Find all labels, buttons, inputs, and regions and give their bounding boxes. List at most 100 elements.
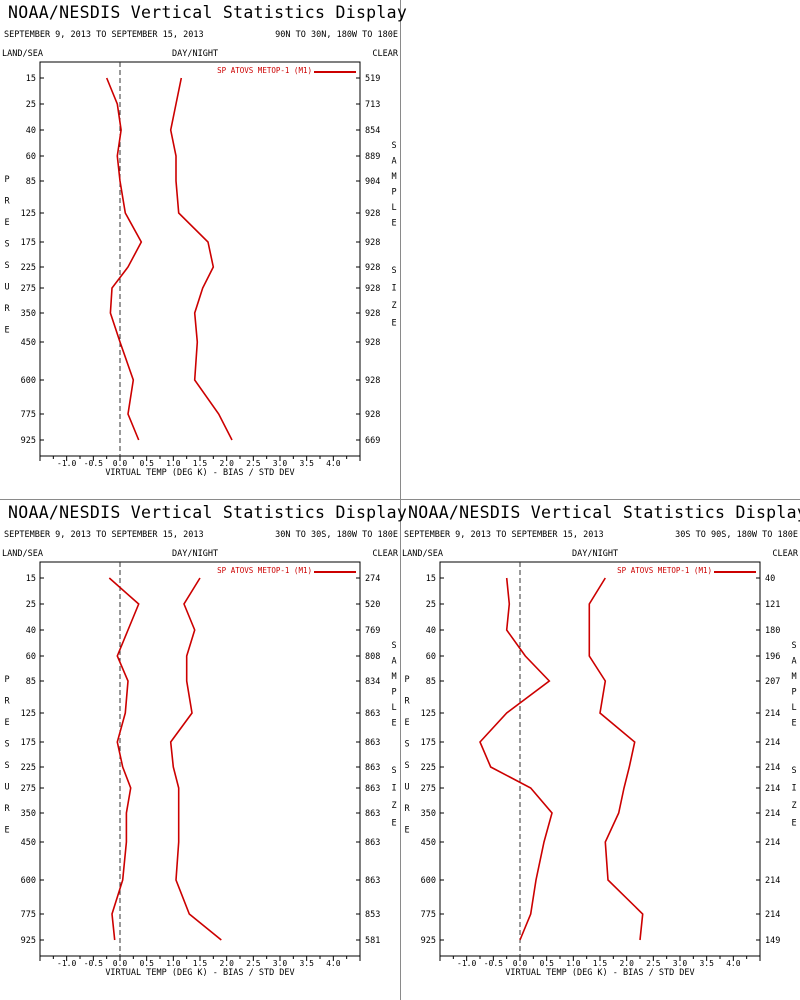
legend-label: SP ATOVS METOP-1 (M1) (617, 566, 712, 575)
right-axis-label-letter: M (391, 672, 396, 682)
pressure-tick-label: 225 (421, 763, 436, 773)
x-axis-label: VIRTUAL TEMP (DEG K) - BIAS / STD DEV (105, 468, 294, 478)
pressure-tick-label: 775 (21, 410, 36, 420)
x-tick-label: 4.0 (726, 959, 741, 968)
sample-size-label: 854 (365, 126, 380, 136)
x-tick-label: 3.0 (273, 959, 288, 968)
x-tick-label: 1.0 (166, 959, 181, 968)
pressure-tick-label: 85 (26, 177, 36, 187)
right-axis-label-letter: Z (391, 801, 396, 811)
sample-size-label: 863 (365, 838, 380, 848)
sample-size-label: 928 (365, 410, 380, 420)
pressure-tick-label: 25 (26, 100, 36, 110)
land-sea-label: LAND/SEA (402, 549, 443, 559)
right-axis-label-letter: E (791, 819, 796, 829)
x-tick-label: 3.5 (299, 959, 314, 968)
right-axis-label-letter: Z (791, 801, 796, 811)
sample-size-label: 853 (365, 910, 380, 920)
pressure-tick-label: 275 (21, 784, 36, 794)
vertical-divider (400, 0, 401, 1000)
x-tick-label: 3.5 (299, 459, 314, 468)
land-sea-label: LAND/SEA (2, 549, 43, 559)
sample-size-label: 207 (765, 677, 780, 687)
sample-size-label: 214 (765, 763, 780, 773)
right-axis-label-letter: M (791, 672, 796, 682)
pressure-tick-label: 925 (21, 436, 36, 446)
right-axis-label-letter: E (391, 319, 396, 329)
right-axis-label-letter: I (391, 284, 396, 294)
sample-size-label: 928 (365, 376, 380, 386)
x-tick-label: -0.5 (84, 459, 103, 468)
land-sea-label: LAND/SEA (2, 49, 43, 59)
right-axis-label-letter: E (791, 719, 796, 729)
y-axis-label-letter: R (4, 697, 10, 707)
sample-size-label: 713 (365, 100, 380, 110)
y-axis-label-letter: P (404, 675, 409, 685)
sample-size-label: 834 (365, 677, 380, 687)
panel-title: NOAA/NESDIS Vertical Statistics Display (8, 503, 408, 522)
pressure-tick-label: 15 (26, 74, 36, 84)
sample-size-label: 928 (365, 263, 380, 273)
region-label: 30N TO 30S, 180W TO 180E (275, 530, 398, 540)
sample-size-label: 928 (365, 238, 380, 248)
pressure-tick-label: 275 (421, 784, 436, 794)
x-tick-label: -1.0 (457, 959, 476, 968)
sample-size-label: 214 (765, 838, 780, 848)
pressure-tick-label: 350 (21, 809, 36, 819)
x-tick-label: 3.0 (673, 959, 688, 968)
pressure-tick-label: 775 (421, 910, 436, 920)
y-axis-label-letter: R (4, 804, 10, 814)
pressure-tick-label: 600 (421, 876, 436, 886)
sample-size-label: 928 (365, 209, 380, 219)
pressure-tick-label: 450 (421, 838, 436, 848)
right-axis-label-letter: S (791, 641, 796, 651)
sample-size-label: 928 (365, 284, 380, 294)
sample-size-label: 149 (765, 936, 780, 946)
series-line-std-dev (169, 577, 222, 941)
y-axis-label-letter: S (4, 240, 9, 250)
sample-size-label: 769 (365, 626, 380, 636)
series-line-bias (105, 77, 143, 441)
x-tick-label: 2.0 (219, 459, 234, 468)
right-axis-label-letter: S (391, 266, 396, 276)
series-line-bias (108, 577, 140, 941)
x-tick-label: 1.5 (193, 959, 208, 968)
plot-svg: 15 274 25 520 40 769 60 808 85 834 125 863 175 863 225… (4, 561, 397, 978)
legend-label: SP ATOVS METOP-1 (M1) (217, 66, 312, 75)
pressure-tick-label: 40 (26, 126, 36, 136)
right-axis-label-letter: P (391, 188, 396, 198)
x-tick-label: -0.5 (484, 959, 503, 968)
right-axis-label-letter: M (391, 172, 396, 182)
region-label: 90N TO 30N, 180W TO 180E (275, 30, 398, 40)
x-tick-label: 1.0 (166, 459, 181, 468)
x-tick-label: 3.5 (699, 959, 714, 968)
right-axis-label-letter: S (391, 141, 396, 151)
y-axis-label-letter: E (4, 718, 9, 728)
x-axis-label: VIRTUAL TEMP (DEG K) - BIAS / STD DEV (105, 968, 294, 978)
sample-size-label: 214 (765, 876, 780, 886)
legend-label: SP ATOVS METOP-1 (M1) (217, 566, 312, 575)
pressure-tick-label: 15 (26, 574, 36, 584)
y-axis-label-letter: S (404, 761, 409, 771)
pressure-tick-label: 600 (21, 876, 36, 886)
pressure-tick-label: 225 (21, 763, 36, 773)
series-line-std-dev (169, 77, 233, 441)
right-axis-label-letter: L (391, 703, 396, 713)
right-axis-label-letter: E (391, 219, 396, 229)
pressure-tick-label: 175 (21, 738, 36, 748)
x-tick-label: 2.0 (219, 959, 234, 968)
date-range: SEPTEMBER 9, 2013 TO SEPTEMBER 15, 2013 (4, 30, 204, 40)
pressure-tick-label: 225 (21, 263, 36, 273)
series-line-std-dev (588, 577, 644, 941)
x-tick-label: 1.5 (193, 459, 208, 468)
x-axis-label: VIRTUAL TEMP (DEG K) - BIAS / STD DEV (505, 968, 694, 978)
x-tick-label: -1.0 (57, 459, 76, 468)
pressure-tick-label: 175 (21, 238, 36, 248)
region-label: 30S TO 90S, 180W TO 180E (675, 530, 798, 540)
pressure-tick-label: 175 (421, 738, 436, 748)
sample-size-label: 274 (365, 574, 380, 584)
y-axis-label-letter: E (404, 826, 409, 836)
y-axis-label-letter: S (4, 761, 9, 771)
sample-size-label: 808 (365, 652, 380, 662)
x-tick-label: 0.5 (539, 959, 554, 968)
